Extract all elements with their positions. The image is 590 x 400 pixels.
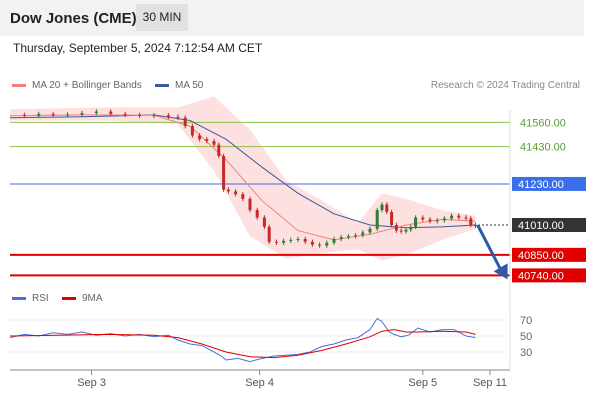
candle-body [217,144,221,156]
candle-body [212,141,216,145]
candle-body [421,217,425,220]
candle-body [205,139,209,142]
legend-rsi: RSI [12,293,49,304]
candle-body [80,113,84,115]
ma20-line [9,114,476,241]
candle-body [37,113,41,116]
candle-body [234,191,238,195]
rsi-tick-label: 70 [520,315,532,327]
candle-body [414,217,418,227]
x-tick-label: Sep 3 [77,377,106,389]
candle-body [332,238,336,243]
credit-text: Research © 2024 Trading Central [430,80,580,91]
candle-body [375,210,379,229]
ma50-swatch [155,83,169,87]
candle-body [409,226,413,230]
candle-body [138,114,142,116]
level-tag-pivot [512,176,586,191]
candle-body [474,225,478,226]
chart-header: Dow Jones (CME) 30 MIN [0,0,584,36]
level-label-resistance: 41430.00 [520,142,566,154]
candle-body [399,230,403,232]
level-label-resistance: 41560.00 [520,117,566,129]
x-tick-label: Sep 4 [245,377,274,389]
candle-body [262,217,266,227]
level-tag-support [512,247,586,262]
candle-body [354,235,358,237]
rsi-swatch [12,296,26,300]
candle-body [390,211,394,225]
x-tick-label: Sep 11 [473,377,507,389]
candle-body [428,219,432,222]
timeframe-badge[interactable]: 30 MIN [136,4,188,31]
candle-body [289,239,293,241]
x-tick-label: Sep 5 [408,377,437,389]
candle-body [176,116,180,118]
candle-body [166,115,170,117]
rsi-tick-label: 50 [520,331,532,343]
candle-body [339,237,343,239]
candle-body [325,242,329,246]
candle-body [346,236,350,238]
candle-body [255,210,259,218]
chart-title: Dow Jones (CME) [10,10,137,27]
candle-body [296,238,300,240]
candle-body [190,126,194,136]
candle-body [51,113,55,116]
legend-ma9: 9MA [62,293,103,304]
candle-body [226,189,230,192]
level-tag-support [512,268,586,283]
ma9-line [9,329,476,359]
candle-body [385,204,389,212]
candle-body [361,232,365,236]
candle-body [457,215,461,218]
level-tag-current [512,218,586,232]
timestamp: Thursday, September 5, 2024 7:12:54 AM C… [13,41,263,55]
candle-body [394,225,398,231]
legend-rsi-label: RSI [32,293,49,304]
candle-body [267,226,271,242]
candle-body [123,113,127,115]
legend-ma20: MA 20 + Bollinger Bands [12,80,142,91]
candle-body [464,217,468,219]
candle-body [318,244,322,246]
candle-body [222,155,226,190]
candle-body [66,114,70,116]
forecast-arrow-shaft [476,224,503,273]
candle-body [450,215,454,219]
candle-body [380,204,384,211]
legend-ma20-label: MA 20 + Bollinger Bands [32,80,142,91]
candle-body [198,135,202,140]
ma20-swatch [12,83,26,87]
rsi-tick-label: 30 [520,347,532,359]
candle-body [368,228,372,233]
candle-body [469,218,473,225]
candle-body [152,115,156,117]
candle-body [183,117,187,127]
level-label-support: 40850.00 [518,250,564,262]
candle-body [310,241,314,245]
candle-body [442,218,446,221]
forecast-arrow-head [493,263,508,280]
level-label-current: 41010.00 [518,220,564,232]
candle-body [435,220,439,222]
candle-body [94,111,98,114]
candle-body [109,111,113,114]
candle-body [303,238,307,242]
candle-body [248,198,252,211]
legend-ma50: MA 50 [155,80,203,91]
level-label-support: 40740.00 [518,270,564,282]
legend-ma50-label: MA 50 [175,80,204,91]
candle-body [274,241,278,243]
candle-body [241,194,245,199]
ma9-swatch [62,296,76,300]
legend-ma9-label: 9MA [82,293,103,304]
candle-body [282,240,286,243]
candle-body [22,114,26,116]
level-label-pivot: 41230.00 [518,179,564,191]
candle-body [404,229,408,232]
